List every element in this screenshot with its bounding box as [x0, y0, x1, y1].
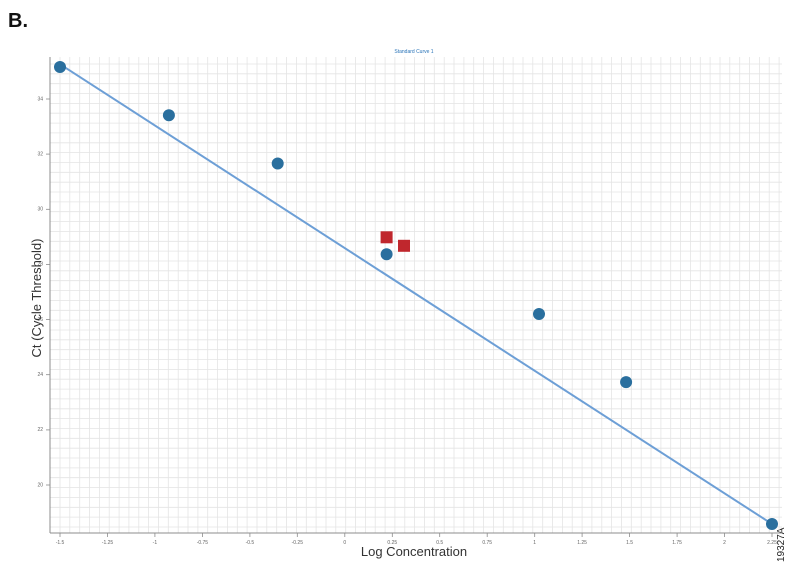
tick-labels: -1.5 -1.25 -1 -0.75 -0.5 -0.25 0 0.25 0.5 0.75 1 1.…	[37, 96, 777, 546]
sample-point	[398, 239, 410, 252]
x-tick-label: 2	[723, 540, 726, 546]
x-tick-label: 1	[533, 540, 536, 546]
y-tick-label: 32	[37, 151, 43, 157]
standard-point	[380, 248, 393, 261]
markers	[54, 61, 778, 530]
x-tick-label: -1	[153, 540, 158, 546]
standard-point	[271, 157, 284, 170]
y-tick-label: 24	[37, 372, 43, 378]
x-tick-label: -0.5	[246, 540, 255, 546]
x-tick-label: 0.25	[387, 540, 397, 546]
standard-point	[766, 518, 778, 530]
x-tick-label: 0	[343, 540, 346, 546]
standard-point	[54, 61, 66, 73]
panel-label: B.	[8, 10, 28, 32]
x-tick-label: 0.5	[436, 540, 443, 546]
x-axis-label: Log Concentration	[361, 544, 467, 559]
x-tick-label: -1.25	[102, 540, 114, 546]
x-tick-label: 1.75	[672, 540, 682, 546]
y-tick-label: 26	[37, 317, 43, 323]
x-tick-label: 1.5	[626, 540, 633, 546]
y-tick-label: 34	[37, 96, 43, 102]
x-tick-label: -0.75	[197, 540, 209, 546]
standard-point	[620, 376, 633, 389]
fit-line	[59, 63, 773, 525]
grid	[50, 57, 782, 533]
x-tick-label: 0.75	[482, 540, 492, 546]
y-tick-label: 28	[37, 262, 43, 268]
x-tick-label: 2.25	[767, 540, 777, 546]
sample-point	[380, 231, 393, 244]
standard-point	[162, 109, 175, 122]
chart-title: Standard Curve 1	[394, 49, 433, 55]
x-tick-label: 1.25	[577, 540, 587, 546]
y-tick-label: 20	[37, 482, 43, 488]
y-tick-label: 30	[37, 207, 43, 213]
fit-line-layer	[59, 63, 773, 525]
axes	[49, 57, 782, 534]
x-tick-label: -1.5	[56, 540, 65, 546]
y-axis-label: Ct (Cycle Threshold)	[29, 239, 44, 358]
y-tick-label: 22	[37, 427, 43, 433]
x-tick-label: -0.25	[292, 540, 304, 546]
standard-point	[533, 308, 545, 320]
